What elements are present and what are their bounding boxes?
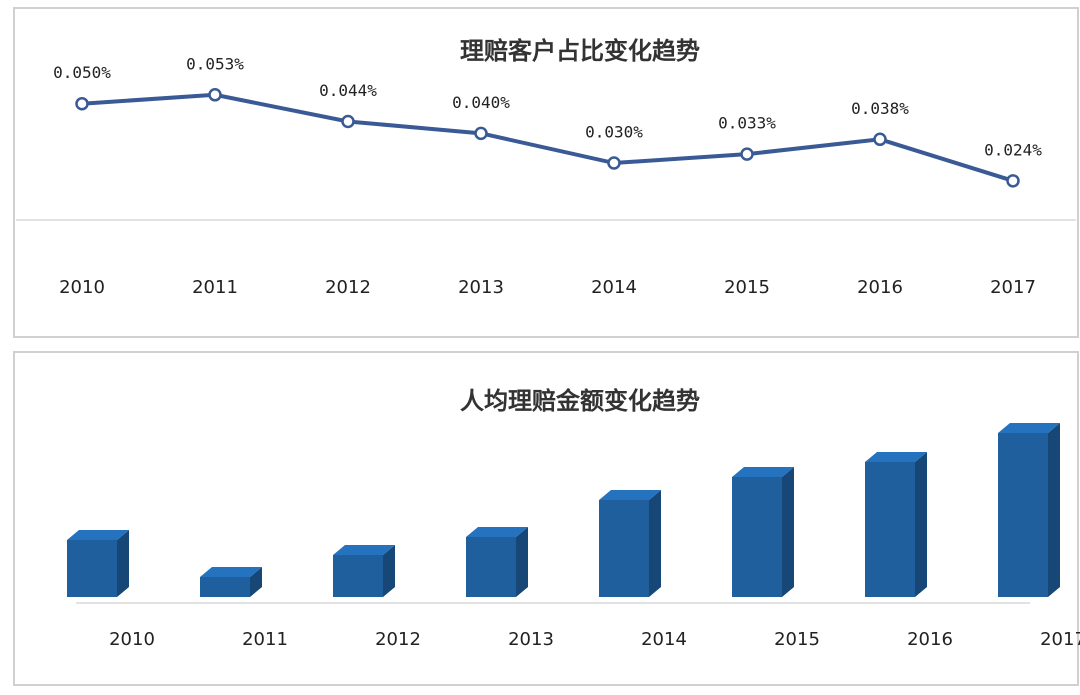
- x-tick-label: 2012: [325, 277, 371, 298]
- chart-title: 人均理赔金额变化趋势: [460, 387, 700, 415]
- bar: [998, 433, 1048, 597]
- bar-top: [333, 545, 395, 555]
- bar-top: [599, 490, 661, 500]
- x-tick-label: 2014: [641, 629, 687, 650]
- marker: [208, 88, 222, 102]
- bar: [865, 462, 915, 597]
- bar-top: [200, 567, 262, 577]
- value-label: 0.050%: [53, 63, 111, 82]
- chart-title: 理赔客户占比变化趋势: [460, 37, 700, 65]
- bar: [732, 477, 782, 597]
- bar-side: [649, 490, 661, 597]
- bar-side: [516, 527, 528, 597]
- x-tick-label: 2010: [59, 277, 105, 298]
- marker: [341, 114, 355, 129]
- marker: [607, 156, 621, 170]
- bar-side: [915, 452, 927, 597]
- x-tick-label: 2012: [375, 629, 421, 650]
- value-label: 0.033%: [718, 114, 776, 133]
- bar: [200, 577, 250, 597]
- bar-side: [117, 530, 129, 597]
- marker: [474, 126, 488, 141]
- value-label: 0.038%: [851, 99, 909, 118]
- panel: [13, 7, 1079, 338]
- x-tick-label: 2010: [109, 629, 155, 650]
- bar-top: [466, 527, 528, 537]
- bar-top: [865, 452, 927, 462]
- bar-side: [1048, 423, 1060, 597]
- marker: [873, 132, 887, 147]
- value-label: 0.024%: [984, 140, 1042, 159]
- x-tick-label: 2017: [990, 277, 1036, 298]
- bar: [466, 537, 516, 597]
- x-tick-label: 2017: [1040, 629, 1080, 650]
- bar: [67, 540, 117, 597]
- x-tick-label: 2013: [508, 629, 554, 650]
- value-label: 0.030%: [585, 123, 643, 142]
- x-tick-label: 2013: [458, 277, 504, 298]
- bar-side: [782, 467, 794, 597]
- bar-side: [383, 545, 395, 597]
- marker: [1006, 174, 1020, 188]
- bar: [333, 555, 383, 597]
- x-tick-label: 2016: [907, 629, 953, 650]
- x-tick-label: 2011: [192, 277, 238, 298]
- bar-top: [732, 467, 794, 477]
- marker: [75, 96, 89, 111]
- bar: [599, 500, 649, 597]
- value-label: 0.053%: [186, 54, 244, 73]
- x-tick-label: 2011: [242, 629, 288, 650]
- x-tick-label: 2014: [591, 277, 637, 298]
- bar-top: [998, 423, 1060, 433]
- line: [81, 92, 1014, 183]
- x-tick-label: 2016: [857, 277, 903, 298]
- x-tick-label: 2015: [724, 277, 770, 298]
- x-tick-label: 2015: [774, 629, 820, 650]
- bar-top: [67, 530, 129, 540]
- marker: [740, 147, 754, 161]
- value-label: 0.040%: [452, 93, 510, 112]
- value-label: 0.044%: [319, 81, 377, 100]
